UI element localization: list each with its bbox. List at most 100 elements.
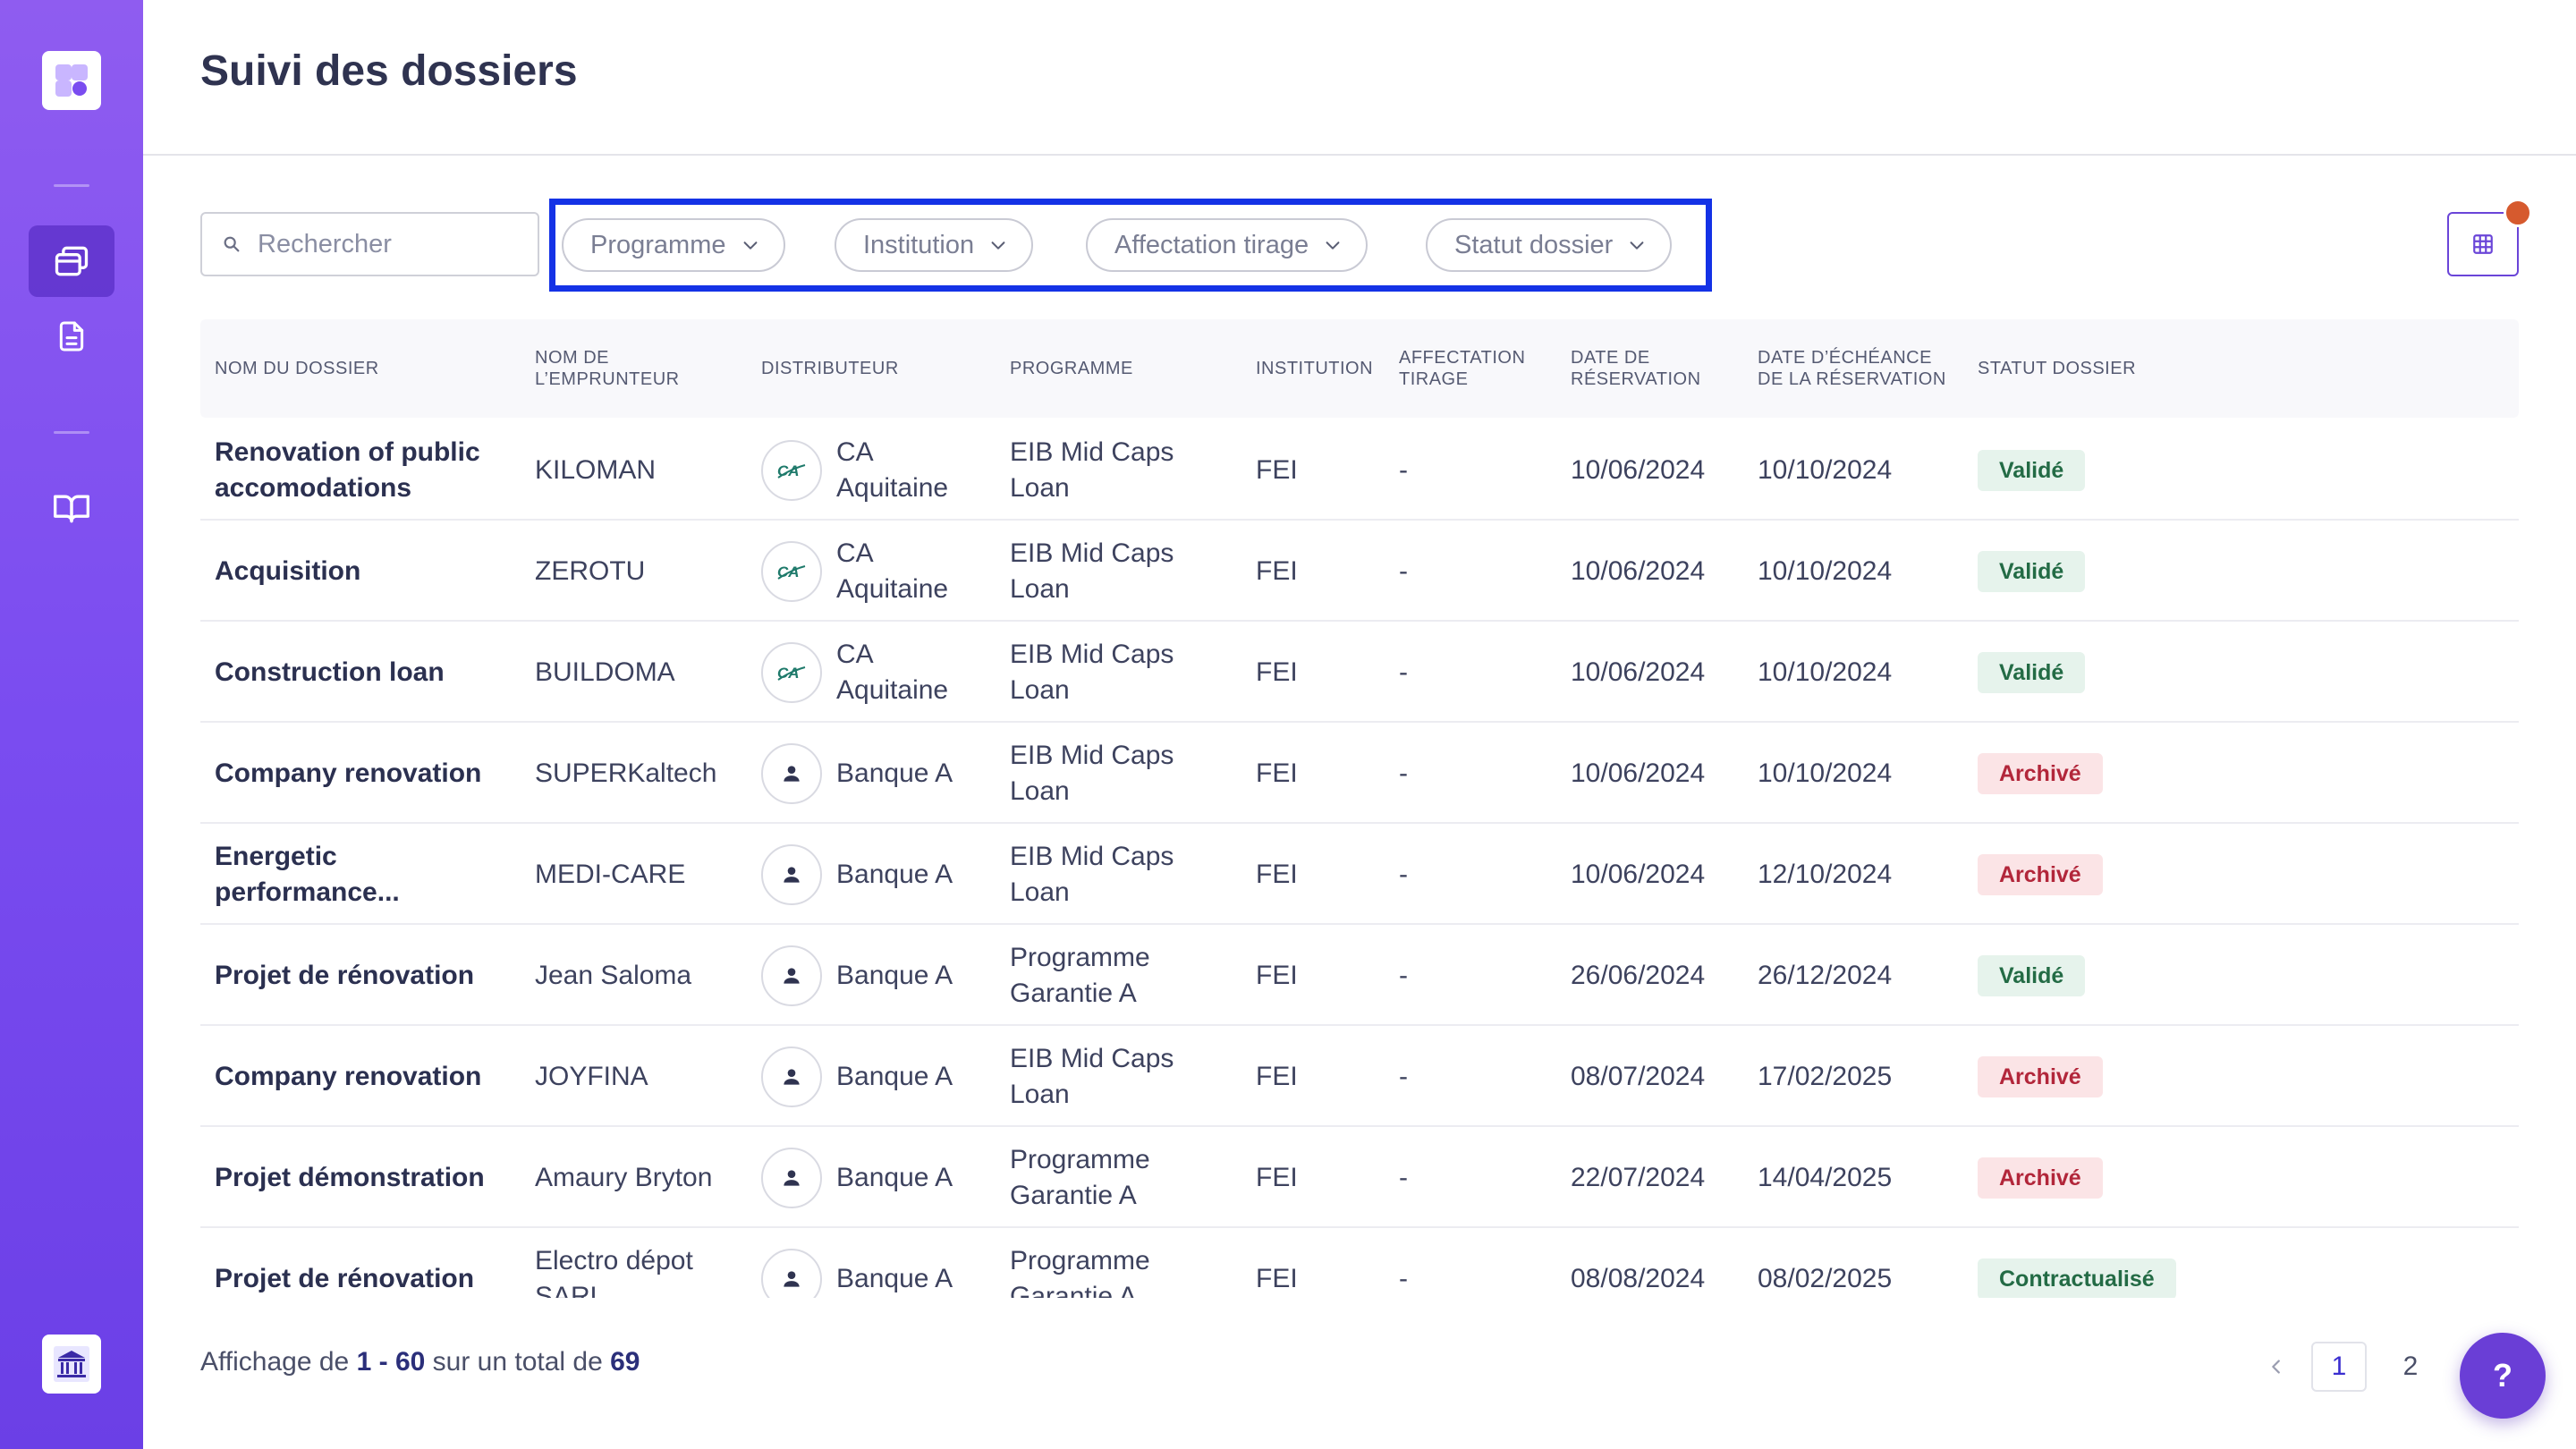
institution-logo-icon[interactable] [42,1335,101,1394]
status-cell: Archivé [1978,723,2246,824]
program: EIB Mid Caps Loan [1010,841,1174,907]
search-icon [224,236,240,252]
col-header-end-date[interactable]: DATE D’ÉCHÉANCE DE LA RÉSERVATION [1758,348,1946,389]
reservation-date: 22/07/2024 [1571,1162,1706,1192]
filter-programme[interactable]: Programme [562,218,785,272]
sidebar-item-documents[interactable] [29,301,114,372]
distributor: CA CA Aquitaine [761,419,1003,521]
borrower-name: JOYFINA [535,1061,648,1091]
table-row[interactable]: Company renovation JOYFINA Banque A EIB Mid… [200,1026,2519,1127]
program: EIB Mid Caps Loan [1010,1043,1174,1109]
affectation-tirage: - [1399,555,1408,586]
filter-label: Affectation tirage [1114,230,1309,259]
col-header-affectation[interactable]: AFFECTATION TIRAGE [1399,348,1526,389]
table-row[interactable]: Acquisition ZEROTU CA CA Aquitaine EIB Mid C… [200,521,2519,622]
reservation-date: 10/06/2024 [1571,758,1706,788]
institution: FEI [1256,859,1298,889]
filters-highlight-box [549,199,1712,292]
filter-institution[interactable]: Institution [835,218,1034,272]
institution: FEI [1256,1162,1298,1192]
institution: FEI [1256,555,1298,586]
filter-affectation-tirage[interactable]: Affectation tirage [1086,218,1368,272]
table-row[interactable]: Construction loan BUILDOMA CA CA Aquitaine E… [200,622,2519,723]
app-logo-icon[interactable] [42,51,101,110]
dossier-name[interactable]: Projet de rénovation [215,1263,475,1293]
institution: FEI [1256,1263,1298,1293]
ca-logo-icon: CA [761,540,822,602]
borrower-name: ZEROTU [535,555,646,586]
chevron-left-icon [2272,1360,2280,1374]
ca-logo-icon: CA [761,641,822,703]
table-row[interactable]: Projet de rénovation Electro dépot SARL Ba… [200,1228,2519,1298]
status-badge: Validé [1978,449,2086,491]
dossier-name[interactable]: Projet de rénovation [215,960,475,990]
status-badge: Validé [1978,954,2086,996]
table-row[interactable]: Energetic performance... MEDI-CARE Banque … [200,824,2519,925]
program: EIB Mid Caps Loan [1010,538,1174,604]
borrower-name: Amaury Bryton [535,1162,713,1192]
dossier-name[interactable]: Company renovation [215,758,482,788]
sidebar-item-dossiers[interactable] [29,225,114,297]
table-row[interactable]: Company renovation SUPERKaltech Banque A EI… [200,723,2519,824]
reservation-date: 10/06/2024 [1571,859,1706,889]
end-date: 10/10/2024 [1758,454,1893,485]
col-header-program[interactable]: PROGRAMME [1010,359,1133,378]
dossier-name[interactable]: Renovation of public accomodations [215,436,480,503]
status-badge: Archivé [1978,752,2103,794]
end-date: 14/04/2025 [1758,1162,1893,1192]
dossier-name[interactable]: Company renovation [215,1061,482,1091]
institution: FEI [1256,960,1298,990]
affectation-tirage: - [1399,1263,1408,1293]
ca-logo-icon: CA [761,439,822,501]
status-cell: Validé [1978,419,2246,521]
header-divider [143,154,2576,156]
pagination-page-2[interactable]: 2 [2402,1352,2419,1381]
table-body: Renovation of public accomodations KILOMA… [200,419,2519,1298]
dossier-name[interactable]: Projet démonstration [215,1162,485,1192]
filter-label: Programme [590,230,726,259]
distributor: Banque A [761,1228,1003,1298]
sidebar-item-guide[interactable] [29,472,114,544]
col-header-reservation-date[interactable]: DATE DE RÉSERVATION [1571,348,1701,389]
end-date: 10/10/2024 [1758,657,1893,687]
reservation-date: 10/06/2024 [1571,657,1706,687]
col-header-distributor[interactable]: DISTRIBUTEUR [761,359,899,378]
pagination-page-1[interactable]: 1 [2311,1342,2367,1392]
reservation-date: 08/07/2024 [1571,1061,1706,1091]
dossier-name[interactable]: Construction loan [215,657,445,687]
status-cell: Archivé [1978,1026,2246,1127]
chevron-down-icon [991,242,1005,250]
column-settings-button[interactable] [2447,212,2519,276]
distributor: CA CA Aquitaine [761,622,1003,723]
folders-icon [55,246,89,276]
book-icon [54,495,89,523]
col-header-name[interactable]: NOM DU DOSSIER [215,359,379,378]
filter-statut-dossier[interactable]: Statut dossier [1426,218,1673,272]
col-header-borrower[interactable]: NOM DE L’EMPRUNTEUR [535,348,680,389]
program: EIB Mid Caps Loan [1010,740,1174,806]
col-header-status[interactable]: STATUT DOSSIER [1978,359,2137,378]
search-input[interactable]: Rechercher [200,212,539,276]
institution: FEI [1256,657,1298,687]
pagination-summary: Affichage de 1 - 60 sur un total de 69 [200,1347,640,1377]
filter-label: Statut dossier [1454,230,1614,259]
table-row[interactable]: Renovation of public accomodations KILOMA… [200,419,2519,521]
page-title: Suivi des dossiers [200,47,578,95]
chevron-down-icon [1630,242,1644,250]
program: Programme Garantie A [1010,942,1150,1008]
sidebar [0,0,143,1449]
document-icon [59,321,84,352]
dossier-name[interactable]: Acquisition [215,555,361,586]
status-cell: Validé [1978,622,2246,723]
program: EIB Mid Caps Loan [1010,639,1174,705]
sidebar-divider [54,184,89,187]
reservation-date: 10/06/2024 [1571,555,1706,586]
dossier-name[interactable]: Energetic performance... [215,841,400,907]
col-header-institution[interactable]: INSTITUTION [1256,359,1374,378]
pagination-prev-button[interactable] [2254,1342,2299,1392]
help-button[interactable]: ? [2460,1333,2546,1419]
table-row[interactable]: Projet démonstration Amaury Bryton Banque … [200,1127,2519,1228]
affectation-tirage: - [1399,859,1408,889]
user-icon [761,742,822,804]
